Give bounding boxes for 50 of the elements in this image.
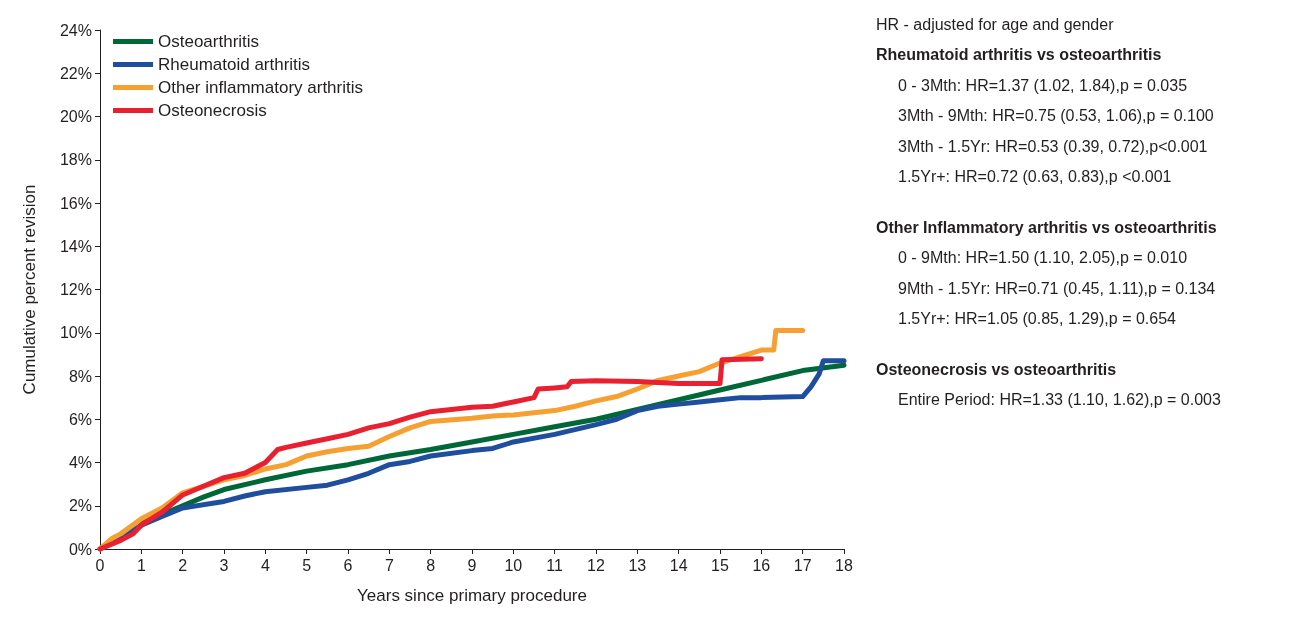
y-tick-label: 14% (59, 237, 92, 255)
y-tick-label: 6% (68, 410, 92, 428)
y-tick-label: 8% (68, 367, 92, 385)
x-tick-label: 6 (343, 556, 353, 574)
text: Entire Period: HR=1.33 (1.10, 1.62),p = 0.003 (898, 391, 1221, 408)
text: 0 - 9Mth: HR=1.50 (1.10, 2.05),p = 0.010 (898, 249, 1188, 266)
legend-label: Osteoarthritis (158, 32, 260, 51)
x-tick-label: 0 (95, 556, 105, 574)
y-axis-title: Cumulative percent revision (20, 184, 39, 395)
x-tick-label: 9 (467, 556, 477, 574)
text: 0 - 3Mth: HR=1.37 (1.02, 1.84),p = 0.035 (898, 76, 1188, 94)
x-tick-label: 5 (302, 556, 312, 574)
x-tick-label: 15 (711, 556, 729, 574)
legend-label: Osteonecrosis (158, 101, 267, 120)
x-tick-label: 8 (426, 556, 436, 574)
text: 3Mth - 9Mth: HR=0.75 (0.53, 1.06),p = 0.100 (898, 107, 1214, 124)
y-tick-label: 18% (59, 151, 92, 169)
text: HR - adjusted for age and gender (876, 15, 1115, 33)
y-tick-label: 24% (59, 21, 92, 39)
y-tick-label: 0% (68, 540, 92, 558)
y-tick-label: 20% (59, 108, 92, 125)
x-axis-title: Years since primary procedure (357, 586, 587, 605)
text: 9Mth - 1.5Yr: HR=0.71 (0.45, 1.11),p = 0.134 (898, 279, 1216, 297)
y-tick-label: 22% (59, 64, 92, 82)
text: Other Inflammatory arthritis vs osteoarthritis (876, 218, 1217, 236)
y-tick-label: 2% (68, 497, 92, 515)
legend-label: Rheumatoid arthritis (158, 55, 311, 74)
x-tick-label: 13 (628, 556, 647, 574)
text: 3Mth - 1.5Yr: HR=0.53 (0.39, 0.72),p<0.001 (898, 137, 1208, 155)
text: 1.5Yr+: HR=1.05 (0.85, 1.29),p = 0.654 (898, 310, 1177, 327)
x-tick-label: 10 (504, 556, 523, 574)
x-tick-label: 4 (260, 556, 270, 574)
text: 1.5Yr+: HR=0.72 (0.63, 0.83),p <0.001 (898, 168, 1172, 185)
x-tick-label: 3 (219, 556, 229, 574)
x-tick-label: 18 (835, 556, 853, 574)
x-tick-label: 16 (752, 556, 771, 574)
y-tick-label: 4% (68, 454, 92, 471)
x-tick-label: 1 (136, 556, 146, 574)
text: Rheumatoid arthritis vs osteoarthritis (876, 46, 1162, 63)
y-tick-label: 10% (59, 324, 92, 342)
legend-label: Other inflammatory arthritis (158, 78, 363, 97)
text: Osteonecrosis vs osteoarthritis (876, 360, 1117, 378)
x-tick-label: 14 (669, 556, 688, 574)
x-tick-label: 7 (384, 556, 394, 574)
y-tick-label: 16% (59, 194, 92, 212)
x-tick-label: 12 (587, 556, 605, 574)
x-tick-label: 2 (178, 556, 188, 574)
x-tick-label: 11 (546, 556, 564, 574)
x-tick-label: 17 (793, 556, 812, 574)
y-tick-label: 12% (59, 281, 92, 298)
